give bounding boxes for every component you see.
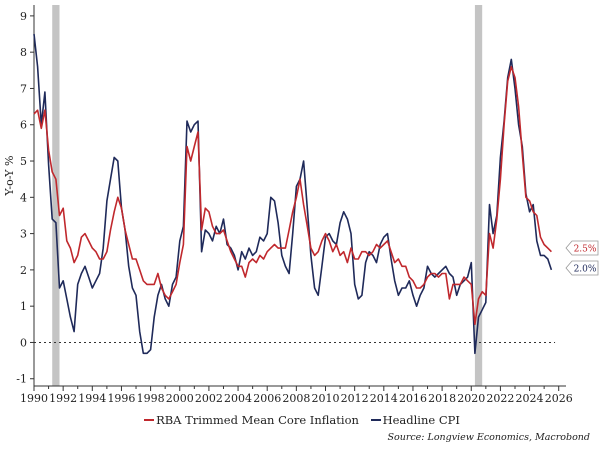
x-tick-label: 2022: [486, 392, 514, 405]
series-line-1: [33, 33, 553, 355]
end-value-labels: 2.5% 2.0%: [565, 240, 599, 276]
x-tick-label: 2026: [545, 392, 573, 405]
legend-swatch-core: [144, 419, 155, 421]
end-label-0: 2.5%: [565, 240, 599, 256]
y-tick-label: 1: [20, 300, 27, 313]
legend-item-core: RBA Trimmed Mean Core Inflation: [144, 413, 359, 427]
end-label-text: 2.0%: [574, 265, 597, 275]
legend-label-core: RBA Trimmed Mean Core Inflation: [156, 413, 359, 427]
end-label-1: 2.0%: [565, 260, 599, 276]
y-tick-label: -1: [16, 373, 27, 386]
x-tick-label: 2020: [457, 392, 485, 405]
y-tick-label: 8: [20, 46, 27, 59]
legend-item-headline: Headline CPI: [370, 413, 460, 427]
series-line-0: [33, 65, 552, 326]
x-tick-label: 2006: [253, 392, 281, 405]
source-note: Source: Longview Economics, Macrobond: [387, 432, 590, 443]
end-label-box: [565, 240, 599, 256]
y-tick-label: 0: [20, 336, 27, 349]
x-tick-label: 1990: [20, 392, 48, 405]
x-tick-label: 2010: [312, 392, 340, 405]
x-tick-label: 1996: [107, 392, 135, 405]
y-axis-ticks: -1 0 1 2 3 4 5 6 7 8 9: [16, 10, 34, 386]
recession-shading: [52, 5, 483, 386]
end-label-text: 2.5%: [574, 245, 597, 255]
x-tick-label: 2012: [341, 392, 369, 405]
legend-swatch-headline: [370, 419, 381, 421]
legend: RBA Trimmed Mean Core Inflation Headline…: [0, 410, 604, 427]
x-tick-label: 2002: [195, 392, 223, 405]
shaded-period-0: [52, 5, 60, 386]
series-lines: [33, 33, 553, 355]
legend-label-headline: Headline CPI: [382, 413, 460, 427]
shaded-period-1: [474, 5, 483, 386]
x-tick-label: 2024: [516, 392, 544, 405]
y-tick-label: 5: [20, 155, 27, 168]
y-tick-label: 6: [20, 119, 27, 132]
x-tick-label: 2014: [370, 392, 398, 405]
y-axis-label: Y-o-Y %: [3, 156, 16, 197]
y-tick-label: 4: [20, 191, 27, 204]
y-tick-label: 2: [20, 264, 27, 277]
x-tick-label: 2004: [224, 392, 252, 405]
x-tick-label: 1998: [137, 392, 165, 405]
x-axis-ticks: 1990 1992 1994 1996 1998 2000 2002 2004 2006 2008…: [20, 386, 573, 405]
x-tick-label: 2018: [428, 392, 456, 405]
x-tick-label: 2016: [399, 392, 427, 405]
y-tick-label: 9: [20, 10, 27, 23]
x-tick-label: 2008: [282, 392, 310, 405]
end-label-box: [565, 260, 599, 276]
x-tick-label: 1992: [49, 392, 77, 405]
y-tick-label: 7: [20, 82, 27, 95]
y-tick-label: 3: [20, 228, 27, 241]
x-tick-label: 2000: [166, 392, 194, 405]
x-tick-label: 1994: [78, 392, 106, 405]
